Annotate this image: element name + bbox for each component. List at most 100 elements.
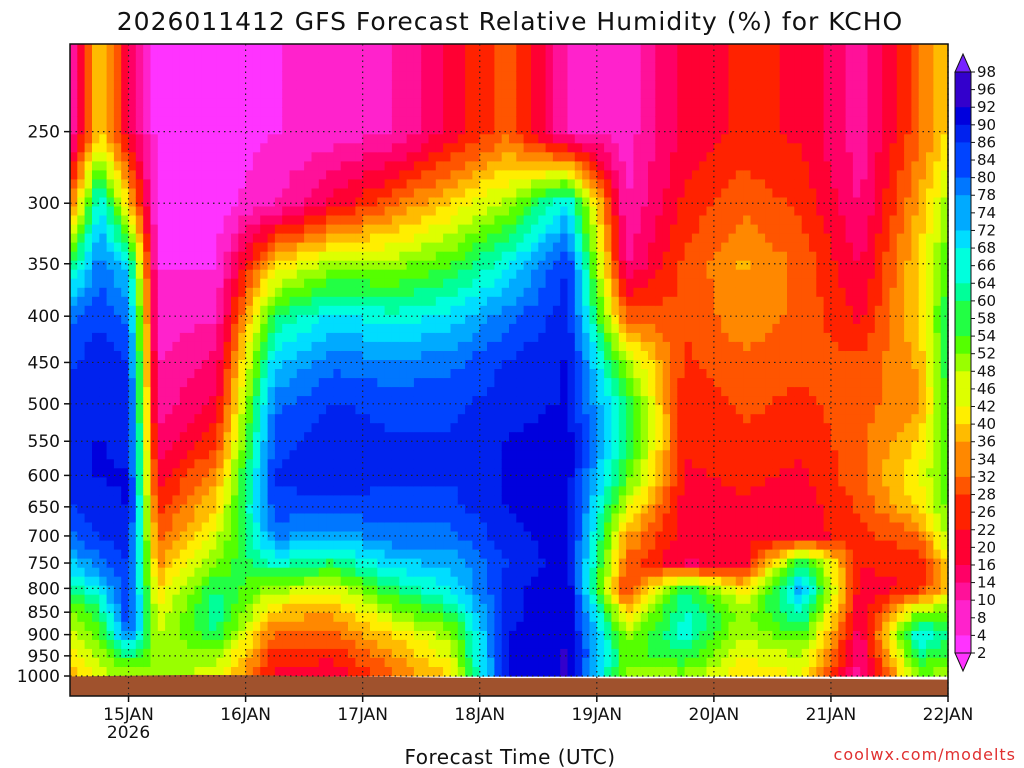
heatmap-cell [128, 125, 137, 135]
heatmap-cell [296, 269, 305, 280]
heatmap-cell [531, 603, 539, 614]
heatmap-cell [531, 450, 539, 460]
heatmap-cell [391, 567, 400, 578]
heatmap-cell [582, 468, 591, 478]
heatmap-cell [223, 567, 232, 578]
heatmap-cell [523, 89, 532, 99]
heatmap-cell [267, 53, 276, 63]
heatmap-cell [216, 107, 225, 117]
heatmap-cell [106, 341, 115, 352]
heatmap-cell [443, 612, 451, 623]
heatmap-cell [260, 513, 269, 524]
heatmap-cell [399, 179, 408, 189]
heatmap-cell [260, 269, 269, 280]
heatmap-cell [150, 242, 159, 253]
heatmap-cell [355, 504, 364, 515]
heatmap-cell [165, 459, 173, 469]
heatmap-cell [384, 215, 393, 226]
heatmap-cell [289, 314, 298, 325]
heatmap-cell [304, 224, 312, 235]
heatmap-cell [223, 667, 232, 677]
heatmap-cell [479, 495, 488, 505]
heatmap-cell [479, 477, 488, 487]
heatmap-cell [472, 125, 481, 135]
heatmap-cell [348, 287, 356, 298]
heatmap-cell [113, 441, 122, 451]
heatmap-cell [223, 278, 232, 289]
heatmap-cell [172, 62, 181, 72]
heatmap-cell [333, 504, 342, 515]
heatmap-cell [274, 71, 283, 81]
heatmap-cell [333, 179, 342, 189]
heatmap-cell [340, 188, 349, 199]
heatmap-cell [516, 260, 525, 271]
heatmap-cell [99, 549, 108, 560]
heatmap-cell [501, 351, 510, 361]
heatmap-cell [77, 89, 86, 99]
heatmap-cell [450, 332, 459, 343]
heatmap-cell [318, 224, 327, 235]
heatmap-cell [296, 332, 305, 343]
heatmap-cell [304, 134, 312, 144]
heatmap-cell [121, 369, 130, 379]
heatmap-cell [143, 594, 152, 605]
heatmap-cell [421, 134, 430, 144]
heatmap-cell [106, 278, 115, 289]
heatmap-cell [165, 251, 173, 262]
heatmap-cell [282, 80, 291, 90]
heatmap-cell [289, 576, 298, 587]
heatmap-cell [179, 80, 188, 90]
heatmap-cell [172, 80, 181, 90]
heatmap-cell [348, 125, 356, 135]
heatmap-cell [99, 423, 108, 433]
heatmap-cell [252, 314, 261, 325]
heatmap-cell [165, 170, 173, 180]
heatmap-cell [172, 522, 181, 533]
heatmap-cell [391, 477, 400, 487]
heatmap-cell [406, 71, 415, 81]
heatmap-cell [194, 287, 203, 298]
heatmap-cell [399, 387, 408, 397]
heatmap-cell [509, 396, 517, 406]
heatmap-cell [260, 486, 269, 496]
heatmap-cell [538, 468, 547, 478]
heatmap-cell [582, 341, 591, 352]
heatmap-cell [370, 567, 378, 578]
heatmap-cell [494, 332, 503, 343]
heatmap-cell [201, 44, 210, 54]
heatmap-cell [406, 369, 415, 379]
heatmap-cell [92, 71, 100, 81]
heatmap-cell [355, 71, 364, 81]
heatmap-cell [223, 215, 232, 226]
heatmap-cell [501, 432, 510, 442]
heatmap-cell [77, 116, 86, 126]
heatmap-cell [172, 495, 181, 505]
heatmap-cell [187, 224, 195, 235]
heatmap-cell [574, 287, 583, 298]
heatmap-cell [201, 567, 210, 578]
heatmap-cell [289, 206, 298, 217]
heatmap-cell [443, 44, 451, 54]
heatmap-cell [252, 62, 261, 72]
heatmap-cell [267, 477, 276, 487]
heatmap-cell [377, 134, 386, 144]
heatmap-cell [348, 495, 356, 505]
heatmap-cell [304, 513, 312, 524]
heatmap-cell [121, 450, 130, 460]
heatmap-cell [516, 287, 525, 298]
heatmap-cell [443, 387, 451, 397]
heatmap-cell [296, 62, 305, 72]
heatmap-cell [326, 459, 334, 469]
heatmap-cell [450, 567, 459, 578]
heatmap-cell [479, 53, 488, 63]
heatmap-cell [457, 378, 466, 388]
heatmap-cell [567, 161, 576, 171]
heatmap-cell [450, 477, 459, 487]
heatmap-cell [121, 269, 130, 280]
heatmap-cell [501, 360, 510, 370]
heatmap-cell [70, 657, 78, 668]
heatmap-cell [157, 351, 166, 361]
heatmap-cell [516, 432, 525, 442]
heatmap-cell [399, 53, 408, 63]
heatmap-cell [143, 341, 152, 352]
